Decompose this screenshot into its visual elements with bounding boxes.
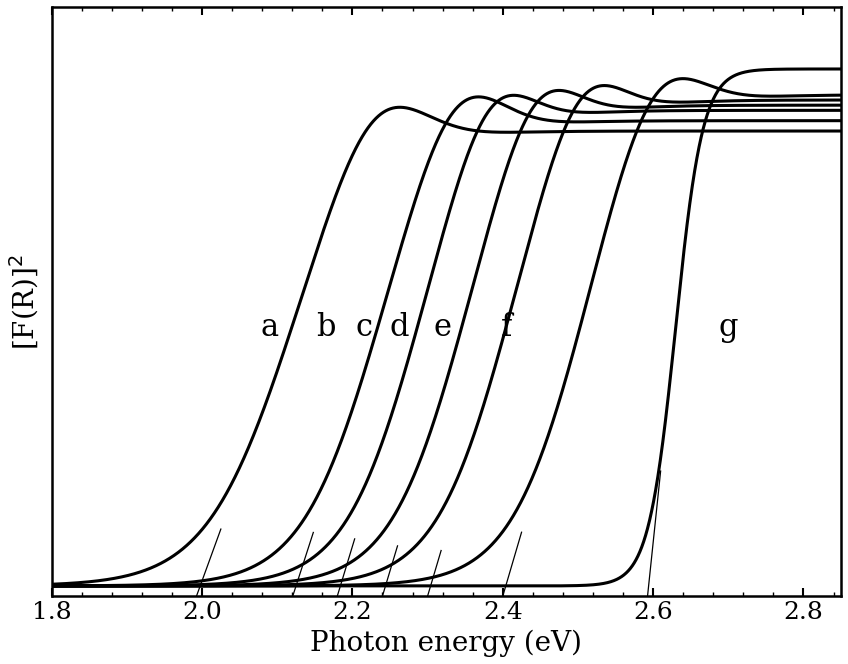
Text: a: a [260,312,279,343]
X-axis label: Photon energy (eV): Photon energy (eV) [310,629,583,657]
Text: d: d [389,312,409,343]
Text: g: g [718,312,738,343]
Text: c: c [355,312,372,343]
Text: e: e [433,312,452,343]
Y-axis label: [F(R)]$^2$: [F(R)]$^2$ [7,254,41,350]
Text: b: b [316,312,336,343]
Text: f: f [501,312,512,343]
